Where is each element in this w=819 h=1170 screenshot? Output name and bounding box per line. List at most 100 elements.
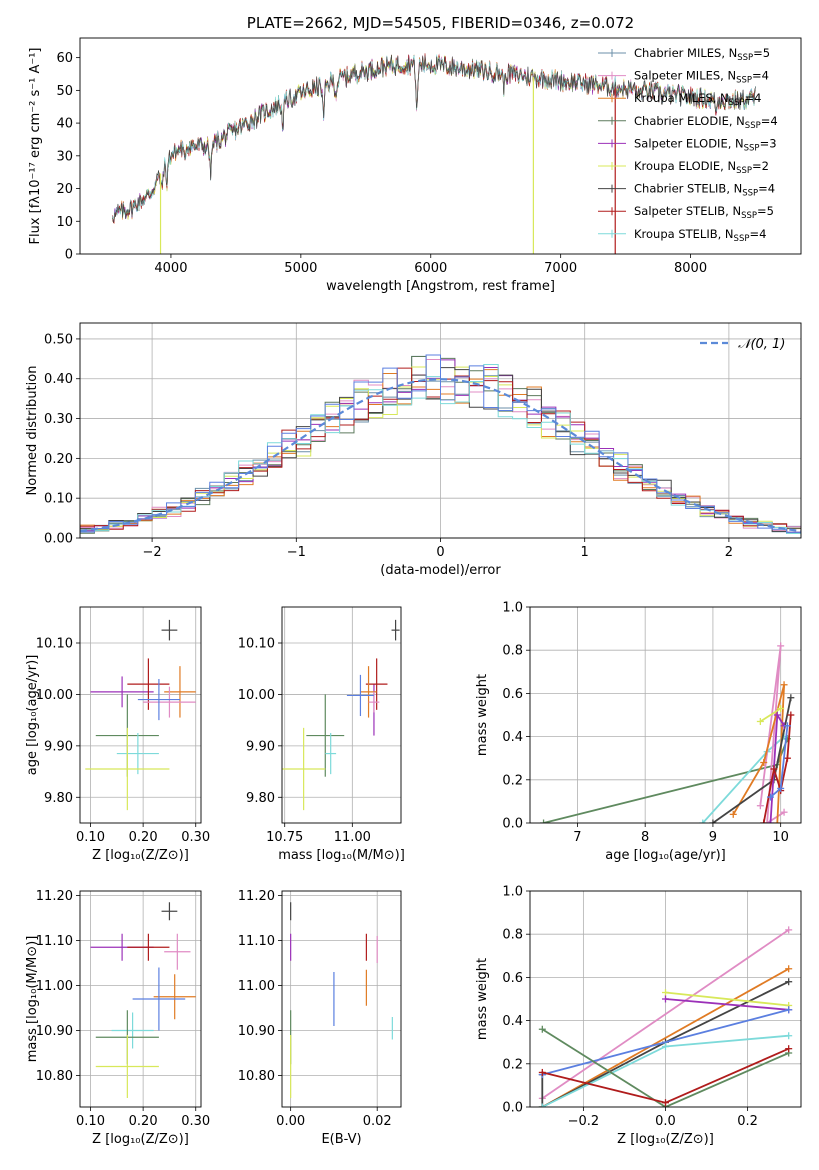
mass-weight-marker [538, 1068, 546, 1076]
mass-weight-marker [783, 754, 791, 762]
mass-weight-marker [777, 642, 785, 650]
y-tick-label: 10 [56, 215, 73, 230]
errorbar-point [282, 727, 326, 811]
x-tick-label: 8 [641, 830, 649, 845]
mass-weight-marker [773, 819, 781, 823]
legend-value: =4 [761, 114, 778, 128]
y-tick-label: 11.20 [238, 889, 275, 904]
mass-weight-marker [763, 819, 771, 823]
errorbar-point [391, 619, 400, 641]
x-tick-label: 4000 [154, 261, 187, 276]
legend-entry: Salpeter MILES, NSSP=4 [634, 69, 769, 86]
mass-weight-line [541, 968, 790, 1107]
mass-weight-marker [785, 965, 793, 973]
mass-weight-line [541, 1028, 790, 1107]
residuals-plot-area [80, 354, 801, 538]
errorbar-point [111, 1012, 154, 1049]
y-tick-label: 10.00 [36, 688, 73, 703]
legend-value: =2 [752, 159, 769, 173]
mass-weight-marker [709, 819, 717, 823]
y-tick-label: 10.90 [36, 1024, 73, 1039]
y-tick-label: 30 [56, 149, 73, 164]
x-tick-label: 0.30 [181, 830, 210, 845]
y-tick-label: 0.00 [44, 532, 73, 547]
spectrum-panel: 4000 5000 6000 7000 8000 0 10 20 30 40 50 60 wavelen… [28, 14, 802, 294]
mass-weight-marker [777, 705, 785, 713]
mass-vs-Z-y-axis-label: mass [log₁₀(M/M⊙)] [25, 936, 40, 1063]
spectrum-y-axis-label: Flux [fλ10⁻¹⁷ erg cm⁻² s⁻¹ A⁻¹] [28, 48, 43, 245]
legend-value: =4 [744, 91, 761, 105]
legend-subscript: SSP [741, 211, 757, 221]
age-vs-mass-frame [281, 606, 402, 824]
legend-subscript: SSP [736, 166, 752, 176]
y-tick-label: 0.6 [502, 687, 523, 702]
mass-vs-EBV-grid [282, 891, 401, 1107]
errorbar-point [95, 1035, 159, 1098]
y-tick-label: 9.80 [44, 791, 73, 806]
legend-entry: Kroupa STELIB, NSSP=4 [634, 227, 766, 244]
legend-subscript: SSP [744, 143, 760, 153]
y-tick-label: 0.6 [502, 971, 523, 986]
errorbar-point [132, 967, 186, 1031]
mass-vs-Z-plot-area [90, 902, 196, 1098]
mass-weight-line [543, 738, 789, 823]
x-tick-label: 7 [573, 830, 581, 845]
x-tick-label: 9 [709, 830, 717, 845]
legend-subscript: SSP [729, 98, 745, 108]
x-tick-label: 0.10 [76, 830, 105, 845]
legend-label: Salpeter MILES, N [634, 69, 736, 83]
errorbar-point [85, 727, 170, 811]
age-vs-Z-panel: 0.10 0.20 0.30 9.80 9.90 10.00 10.10 Z [log₁₀(Z… [25, 606, 210, 863]
mass-weight-line [665, 991, 789, 1007]
massweight-vs-age-axes: 7 8 9 10 0.0 0.2 0.4 0.6 0.8 1.0 age [log₁₀(age/yr… [475, 601, 802, 863]
y-tick-label: 0.50 [44, 332, 73, 347]
legend-subscript: SSP [742, 189, 758, 199]
mass-vs-EBV-axes: 0.00 0.02 10.80 10.90 11.00 11.10 11.20 E(B-V) [238, 889, 402, 1147]
x-tick-label: 0.0 [655, 1114, 676, 1129]
massweight-vs-age-frame [529, 606, 802, 824]
mass-vs-EBV-panel: 0.00 0.02 10.80 10.90 11.00 11.10 11.20 E(B-V) [238, 889, 402, 1147]
x-tick-label: 11.00 [334, 830, 371, 845]
y-tick-label: 0.8 [502, 644, 523, 659]
residuals-axes: −2 −1 0 1 2 0.00 0.10 0.20 0.30 0.40 0.50 (data-mod… [25, 322, 802, 578]
age-vs-Z-frame [79, 606, 202, 824]
mass-vs-EBV-x-axis-label: E(B-V) [321, 1132, 361, 1147]
errorbar-point [153, 974, 196, 1020]
mass-weight-marker [785, 1045, 793, 1053]
mass-weight-line [732, 684, 785, 823]
legend-label: Salpeter ELODIE, N [634, 136, 744, 150]
legend-entry: Chabrier STELIB, NSSP=4 [634, 182, 775, 199]
mass-weight-line [541, 929, 790, 1100]
y-tick-label: 0.0 [502, 817, 523, 832]
mass-weight-marker [538, 1025, 546, 1033]
legend-entry: Kroupa MILES, NSSP=4 [634, 91, 761, 108]
errorbar-point [161, 619, 178, 641]
y-tick-label: 10.10 [36, 637, 73, 652]
y-tick-label: 0.2 [502, 773, 523, 788]
y-tick-label: 20 [56, 182, 73, 197]
mass-weight-line [759, 645, 785, 823]
x-tick-label: −0.2 [568, 1114, 600, 1129]
massweight-vs-age-y-axis-label: mass weight [475, 674, 490, 756]
y-tick-label: 0.8 [502, 928, 523, 943]
legend-value: =4 [749, 227, 766, 241]
errorbar-point [346, 674, 374, 717]
massweight-vs-Z-panel: −0.2 0.0 0.2 0.0 0.2 0.4 0.6 0.8 1.0 Z [log₁₀(Z/Z… [475, 885, 802, 1147]
age-vs-mass-panel: 10.75 11.00 9.80 9.90 10.00 10.10 mass [log₁₀(… [238, 606, 405, 863]
legend-label: Kroupa MILES, N [634, 91, 729, 105]
age-vs-Z-axes: 0.10 0.20 0.30 9.80 9.90 10.00 10.10 Z [log₁₀(Z… [25, 606, 210, 863]
x-tick-label: 10.75 [266, 830, 303, 845]
mass-weight-marker [538, 1103, 546, 1107]
mass-weight-line [541, 980, 790, 1107]
mass-weight-marker [787, 694, 795, 702]
y-tick-label: 0.0 [502, 1101, 523, 1116]
x-tick-label: 0 [436, 545, 444, 560]
legend-label: Chabrier MILES, N [634, 46, 737, 60]
massweight-vs-age-panel: 7 8 9 10 0.0 0.2 0.4 0.6 0.8 1.0 age [log₁₀(age/yr… [475, 601, 802, 863]
y-tick-label: 10.90 [238, 1024, 275, 1039]
mass-weight-marker [760, 759, 768, 767]
y-tick-label: 11.20 [36, 889, 73, 904]
y-tick-label: 11.00 [36, 979, 73, 994]
legend-subscript: SSP [745, 121, 761, 131]
